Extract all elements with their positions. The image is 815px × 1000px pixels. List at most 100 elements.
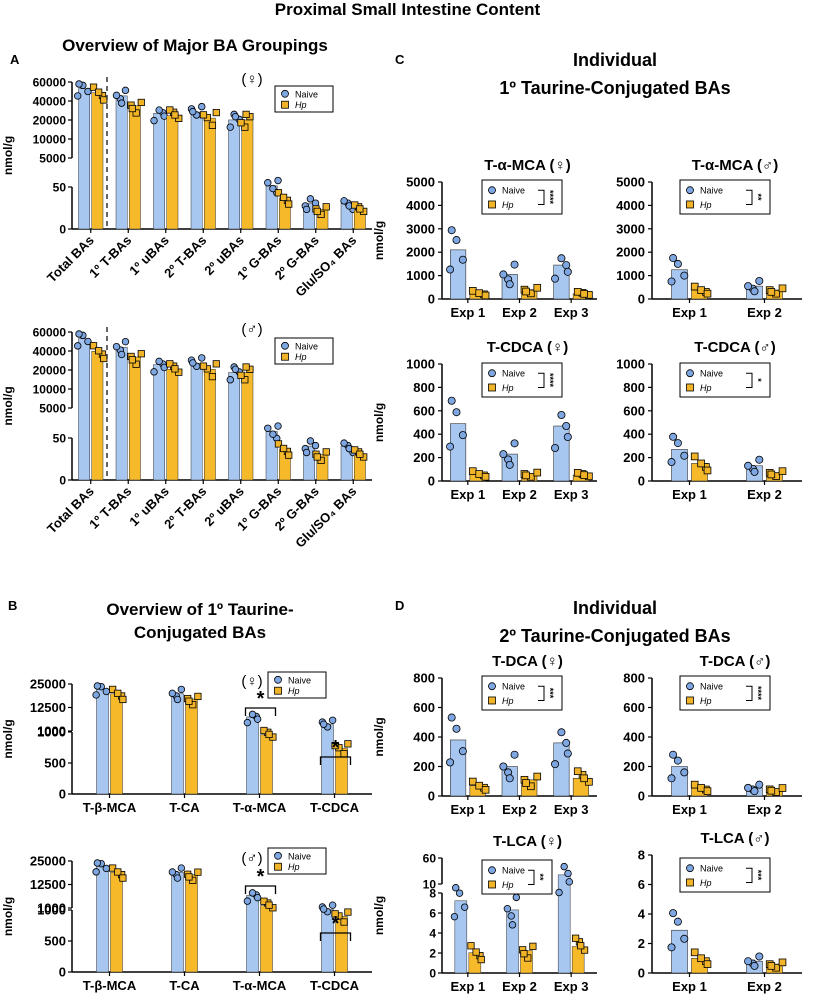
legend-naive-marker: [686, 369, 694, 378]
bar-hp: [204, 369, 216, 481]
point-hp: [340, 918, 348, 926]
point-naive: [177, 685, 186, 694]
point-hp: [132, 109, 140, 117]
point-naive: [198, 102, 206, 111]
y-tick-label: 5000: [406, 175, 435, 190]
bar-hp: [185, 874, 198, 973]
panel-b-heading: Overview of 1º Taurine- Conjugated BAs: [40, 598, 360, 644]
chart-title: T-LCA (♀): [493, 833, 562, 850]
point-naive: [557, 254, 566, 263]
legend-hp-text: Hp: [502, 696, 514, 706]
point-naive: [173, 695, 182, 704]
point-naive: [744, 783, 753, 792]
legend-naive-text: Naive: [700, 864, 723, 874]
y-tick-label: 8: [638, 848, 645, 863]
point-naive: [562, 422, 571, 431]
panel-d-heading-line1: Individual: [572, 598, 657, 618]
point-naive: [102, 687, 111, 696]
legend-hp-text: Hp: [700, 383, 712, 393]
x-tick-label: Exp 1: [672, 487, 707, 502]
x-tick-label: Exp 3: [554, 305, 589, 320]
point-naive: [112, 91, 121, 100]
significance-star: *: [257, 866, 265, 888]
y-tick-label: 200: [413, 759, 435, 774]
chart-A-female: (♀) nmol/g 60000 40000 20000 10000 5000 50 0Tota…: [1, 71, 372, 300]
significance-bracket: [319, 932, 352, 941]
legend-naive-text: Naive: [502, 186, 525, 196]
panel-c-label: C: [395, 52, 405, 67]
point-naive: [673, 439, 682, 448]
point-naive: [177, 864, 186, 872]
legend-hp-marker: [488, 200, 496, 209]
significance-bracket: [746, 867, 753, 883]
legend-hp-text: Hp: [295, 100, 307, 110]
point-hp: [697, 784, 705, 792]
point-hp: [573, 767, 582, 776]
legend-naive-text: Naive: [295, 89, 318, 99]
bar-hp: [241, 372, 254, 481]
bar-naive: [557, 874, 571, 974]
point-hp: [166, 106, 174, 114]
chart-D-TDCA-female: T-DCA (♀) nmol/g 800 600 400 200 0 Exp 1 Exp 2 Ex…: [372, 653, 597, 817]
x-tick-label: Exp 2: [747, 305, 782, 320]
y-tick-label: 200: [623, 450, 645, 465]
point-naive: [499, 270, 508, 279]
point-hp: [166, 360, 174, 368]
y-axis-label: nmol/g: [372, 221, 386, 260]
bar-hp: [241, 119, 254, 230]
point-hp: [467, 942, 475, 950]
y-tick-label: 3000: [406, 221, 435, 236]
y-tick-label: 0: [638, 789, 645, 804]
point-hp: [109, 685, 117, 693]
bar-hp: [129, 356, 141, 481]
bar-hp: [110, 872, 123, 973]
point-naive: [446, 442, 455, 451]
y-tick-label: 20000: [33, 114, 67, 128]
point-hp: [580, 946, 589, 954]
significance-bracket: [538, 189, 545, 205]
point-hp: [241, 123, 249, 131]
point-naive: [551, 444, 560, 453]
x-tick-label: T-CA: [169, 800, 200, 815]
point-naive: [510, 750, 519, 759]
legend-naive-text: Naive: [288, 675, 311, 685]
point-naive: [274, 176, 282, 185]
legend-naive-text: Naive: [288, 851, 311, 861]
y-axis-label: nmol/g: [1, 719, 15, 758]
legend-naive-text: Naive: [502, 866, 525, 876]
point-naive: [510, 260, 519, 269]
legend-naive-marker: [488, 186, 496, 195]
point-naive: [253, 715, 262, 723]
point-naive: [667, 277, 676, 286]
chart-A-male: (♂) nmol/g 60000 40000 20000 10000 5000 50 0Tota…: [1, 321, 372, 551]
point-naive: [750, 287, 759, 296]
y-tick-label: 400: [623, 730, 645, 745]
point-hp: [212, 108, 220, 117]
bar-naive: [228, 372, 240, 481]
point-naive: [447, 713, 456, 722]
point-naive: [306, 195, 315, 203]
x-tick-label: Total BAs: [44, 484, 97, 537]
point-naive: [75, 330, 83, 338]
legend-hp-marker: [488, 383, 496, 392]
y-tick-label: 12500: [30, 877, 66, 892]
x-tick-label: Exp 2: [502, 979, 537, 994]
point-naive: [155, 106, 163, 114]
y-tick-label: 2: [638, 936, 645, 951]
y-tick-label: 60000: [33, 326, 67, 340]
point-naive: [121, 337, 130, 346]
point-hp: [356, 450, 364, 458]
y-tick-label: 0: [59, 474, 66, 488]
bar-hp: [316, 209, 329, 230]
point-naive: [93, 682, 102, 690]
point-hp: [703, 787, 712, 795]
point-hp: [697, 459, 705, 468]
point-naive: [328, 901, 337, 909]
y-tick-label: 40000: [33, 345, 67, 359]
y-tick-label: 0: [59, 787, 66, 802]
y-tick-label: 10000: [33, 383, 67, 397]
point-hp: [128, 356, 136, 364]
legend-hp-text: Hp: [700, 878, 712, 888]
point-hp: [468, 467, 477, 475]
